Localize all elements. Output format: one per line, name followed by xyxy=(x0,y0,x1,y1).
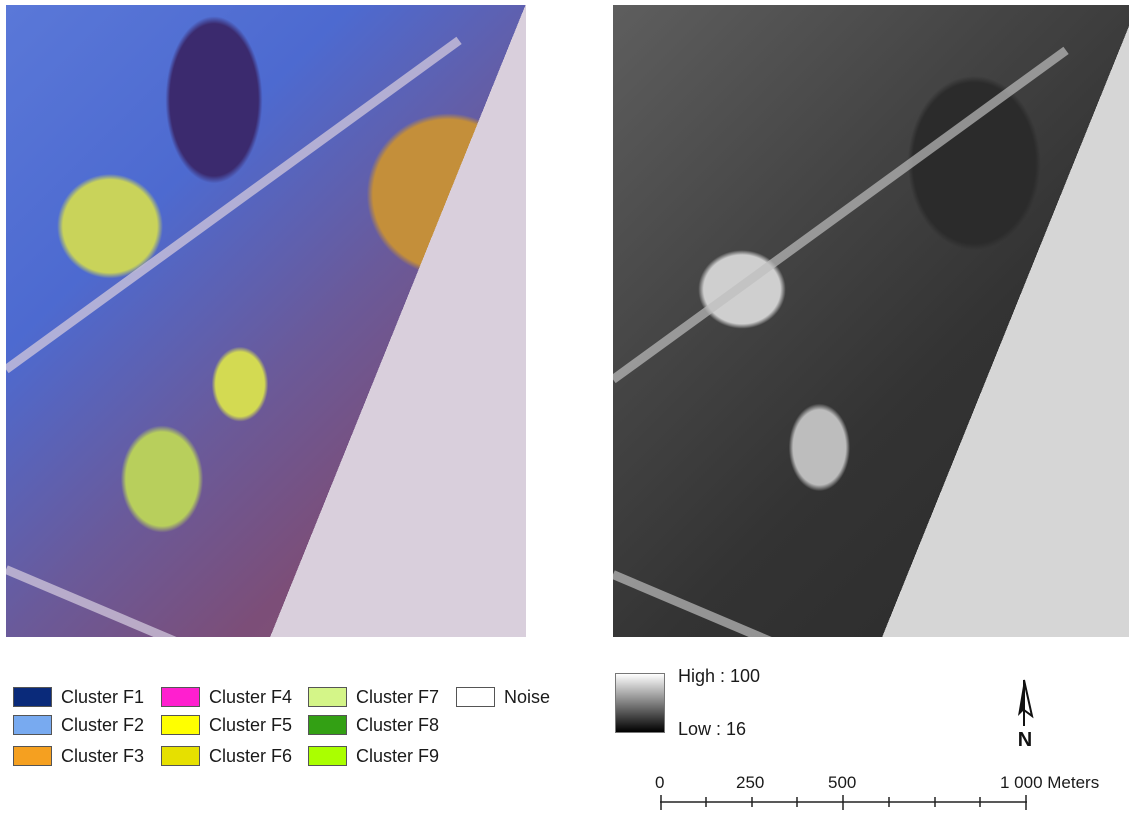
north-label: N xyxy=(1018,729,1032,748)
ramp-high-label: High : 100 xyxy=(678,666,761,686)
legend-label: Cluster F3 xyxy=(61,745,145,766)
road xyxy=(6,565,229,637)
legend-item-f1: Cluster F1 xyxy=(13,686,144,708)
legend-swatch xyxy=(13,715,52,735)
cluster-classification-map xyxy=(6,5,526,637)
legend-label: Noise xyxy=(504,686,551,707)
legend-item-noise: Noise xyxy=(456,686,550,708)
scale-label-500: 500 xyxy=(828,773,857,792)
legend-label: Cluster F9 xyxy=(356,745,440,766)
legend-swatch xyxy=(308,715,347,735)
scale-label-1000: 1 000 Meters xyxy=(1000,773,1100,792)
legend-swatch xyxy=(13,687,52,707)
road xyxy=(613,570,836,637)
ramp-low-label: Low : 16 xyxy=(678,719,747,739)
legend-item-f4: Cluster F4 xyxy=(161,686,292,708)
scale-label-0: 0 xyxy=(655,773,665,792)
legend-label: Cluster F6 xyxy=(209,745,293,766)
legend-item-f8: Cluster F8 xyxy=(308,714,439,736)
legend-label: Cluster F1 xyxy=(61,686,145,707)
legend-item-f3: Cluster F3 xyxy=(13,745,144,767)
legend-swatch xyxy=(161,715,200,735)
road xyxy=(613,46,1069,384)
legend-item-f5: Cluster F5 xyxy=(161,714,292,736)
legend-label: Cluster F7 xyxy=(356,686,440,707)
legend-swatch xyxy=(161,746,200,766)
legend-label: Cluster F4 xyxy=(209,686,293,707)
legend-swatch xyxy=(161,687,200,707)
scale-label-250: 250 xyxy=(736,773,765,792)
road xyxy=(6,36,462,374)
legend-item-f9: Cluster F9 xyxy=(308,745,439,767)
legend-label: Cluster F5 xyxy=(209,714,293,735)
legend-item-f7: Cluster F7 xyxy=(308,686,439,708)
intensity-color-ramp xyxy=(615,673,665,733)
legend-swatch xyxy=(13,746,52,766)
legend-swatch xyxy=(456,687,495,707)
north-arrow-icon: N xyxy=(1018,679,1034,748)
legend-swatch xyxy=(308,746,347,766)
legend-label: Cluster F2 xyxy=(61,714,145,735)
scale-bar xyxy=(660,795,1027,810)
legend-item-f2: Cluster F2 xyxy=(13,714,144,736)
grayscale-intensity-map xyxy=(613,5,1129,637)
legend-label: Cluster F8 xyxy=(356,714,440,735)
legend-swatch xyxy=(308,687,347,707)
legend-item-f6: Cluster F6 xyxy=(161,745,292,767)
